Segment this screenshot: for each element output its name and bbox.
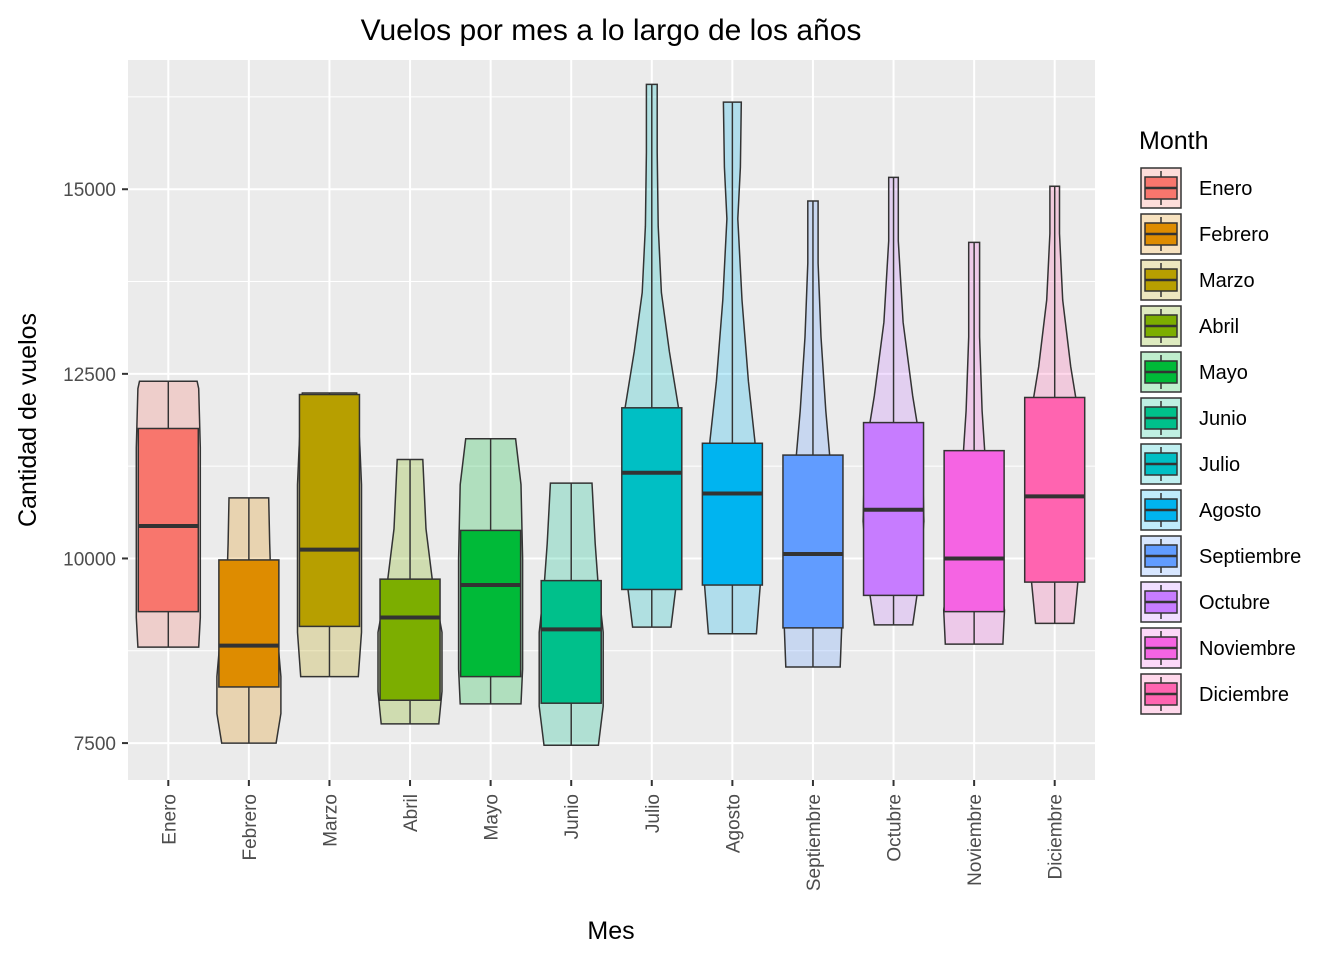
legend-label-julio: Julio [1199,454,1240,476]
legend-label-octubre: Octubre [1199,592,1270,614]
box-marzo [298,393,361,628]
boxplots [137,84,1086,746]
x-tick-label: Marzo [320,794,341,847]
box-abril [379,578,441,701]
x-tick-label: Enero [159,794,180,845]
legend-label-abril: Abril [1199,316,1239,338]
legend: Month Enero Febrero Marzo Abril Mayo Junio Jul… [1139,127,1301,715]
legend-label-mayo: Mayo [1199,362,1248,384]
y-axis-title: Cantidad de vuelos [14,313,42,527]
legend-label-junio: Junio [1199,408,1247,430]
x-tick-label: Julio [643,794,664,833]
x-tick-label: Agosto [723,794,744,853]
x-tick-label: Diciembre [1046,794,1067,880]
legend-label-septiembre: Septiembre [1199,546,1301,568]
legend-label-enero: Enero [1199,178,1252,200]
plot-panel [128,60,1095,780]
box-junio [540,579,602,704]
x-tick-label: Febrero [240,794,261,861]
y-axis: 7500 10000 12500 15000 [63,180,128,755]
y-tick-label: 7500 [74,734,116,755]
box-mayo [459,529,522,678]
legend-label-marzo: Marzo [1199,270,1255,292]
box-septiembre [782,454,844,629]
legend-title: Month [1139,127,1208,155]
box-julio [621,407,683,591]
chart-title: Vuelos por mes a lo largo de los años [361,14,862,47]
box-febrero [218,559,280,688]
y-tick-label: 10000 [63,549,116,570]
y-tick-label: 15000 [63,180,116,201]
x-axis-title: Mes [587,917,634,945]
x-tick-label: Septiembre [804,794,825,891]
x-tick-label: Noviembre [965,794,986,886]
legend-label-diciembre: Diciembre [1199,684,1289,706]
box-enero [137,427,200,613]
box-noviembre [943,449,1005,613]
legend-label-noviembre: Noviembre [1199,638,1296,660]
y-tick-label: 12500 [63,365,116,386]
box-agosto [701,442,764,586]
x-tick-label: Abril [401,794,422,832]
legend-label-febrero: Febrero [1199,224,1269,246]
x-tick-label: Mayo [482,794,503,840]
x-axis: Enero Febrero Marzo Abril Mayo Junio Julio Agos… [159,780,1067,891]
x-tick-label: Octubre [885,794,906,862]
legend-label-agosto: Agosto [1199,500,1261,522]
x-tick-label: Junio [562,794,583,839]
box-diciembre [1023,396,1086,583]
